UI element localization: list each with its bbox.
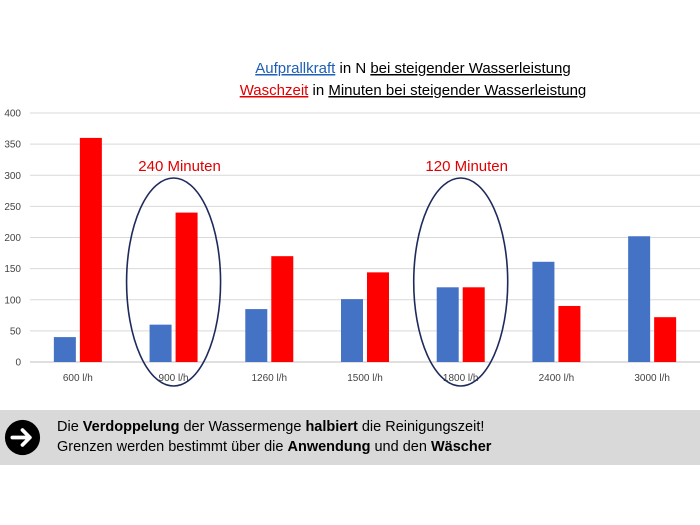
banner-text-segment: die Reinigungszeit! [357, 419, 485, 435]
bar-series-1 [341, 299, 363, 362]
annotation-ellipse [412, 177, 509, 387]
banner-line-1: Die Verdoppelung der Wassermenge halbier… [57, 417, 491, 437]
x-tick-label: 600 l/h [63, 373, 93, 384]
annotation-ellipse [125, 177, 222, 387]
arrow-right-circle-icon [4, 419, 41, 456]
x-tick-label: 3000 l/h [634, 373, 670, 384]
title-line-2: Waschzeit in Minuten bei steigender Wass… [240, 82, 587, 99]
y-axis-ticks: 0 50 100 150 200 250 300 350 400 [4, 109, 21, 369]
annotation-label: 120 Minuten [425, 158, 508, 175]
x-axis-ticks: 600 l/h 900 l/h 1260 l/h 1500 l/h 1800 l/h 24… [63, 373, 670, 384]
chart-title: Aufprallkraft in N bei steigender Wasser… [240, 60, 587, 99]
y-tick-label: 300 [4, 171, 21, 182]
banner-text-segment: halbiert [305, 419, 358, 435]
bar-series-1 [628, 236, 651, 362]
bar-series-1 [53, 337, 76, 362]
y-tick-label: 350 [4, 140, 21, 151]
title-segment: in [308, 82, 328, 99]
y-tick-label: 0 [15, 358, 21, 369]
bar-series-1 [149, 324, 172, 362]
banner-line-2: Grenzen werden bestimmt über die Anwendu… [57, 437, 491, 457]
y-tick-label: 150 [4, 264, 21, 275]
y-tick-label: 200 [4, 233, 21, 244]
banner-text-segment: Die [57, 419, 83, 435]
x-tick-label: 1800 l/h [443, 373, 479, 384]
bar-series-1 [245, 309, 268, 362]
banner-text-segment: Wäscher [430, 439, 492, 455]
bar-series-1 [532, 261, 555, 362]
chart-annotations: 240 Minuten 120 Minuten [125, 158, 509, 387]
title-line-1: Aufprallkraft in N bei steigender Wasser… [255, 60, 570, 77]
bar-series-2 [175, 212, 198, 362]
bar-series-2 [271, 256, 294, 362]
y-tick-label: 250 [4, 202, 21, 213]
conclusion-banner: Die Verdoppelung der Wassermenge halbier… [0, 410, 700, 465]
banner-text: Die Verdoppelung der Wassermenge halbier… [57, 417, 491, 457]
x-tick-label: 2400 l/h [539, 373, 575, 384]
chart-bars [53, 137, 677, 362]
x-tick-label: 1500 l/h [347, 373, 383, 384]
title-segment: bei steigender Wasserleistung [370, 60, 570, 77]
bar-series-2 [462, 287, 485, 362]
x-tick-label: 1260 l/h [251, 373, 287, 384]
banner-text-segment: Grenzen werden bestimmt über die [57, 439, 288, 455]
bar-series-2 [654, 317, 677, 362]
title-segment: in N [335, 60, 370, 77]
banner-text-segment: Verdoppelung [82, 419, 180, 435]
title-segment: Minuten bei steigender Wasserleistung [328, 82, 586, 99]
annotation-label: 240 Minuten [138, 158, 221, 175]
title-segment: Aufprallkraft [255, 60, 336, 77]
y-tick-label: 100 [4, 295, 21, 306]
y-tick-label: 50 [10, 326, 22, 337]
bar-series-2 [367, 272, 389, 362]
banner-text-segment: und den [370, 439, 431, 455]
bar-series-2 [558, 305, 581, 362]
banner-text-segment: Anwendung [287, 439, 371, 455]
x-tick-label: 900 l/h [159, 373, 189, 384]
banner-text-segment: der Wassermenge [179, 419, 306, 435]
title-segment: Waschzeit [240, 82, 309, 99]
bar-series-2 [79, 137, 102, 362]
y-tick-label: 400 [4, 109, 21, 120]
bar-chart: Aufprallkraft in N bei steigender Wasser… [4, 60, 700, 387]
bar-series-1 [436, 287, 459, 362]
